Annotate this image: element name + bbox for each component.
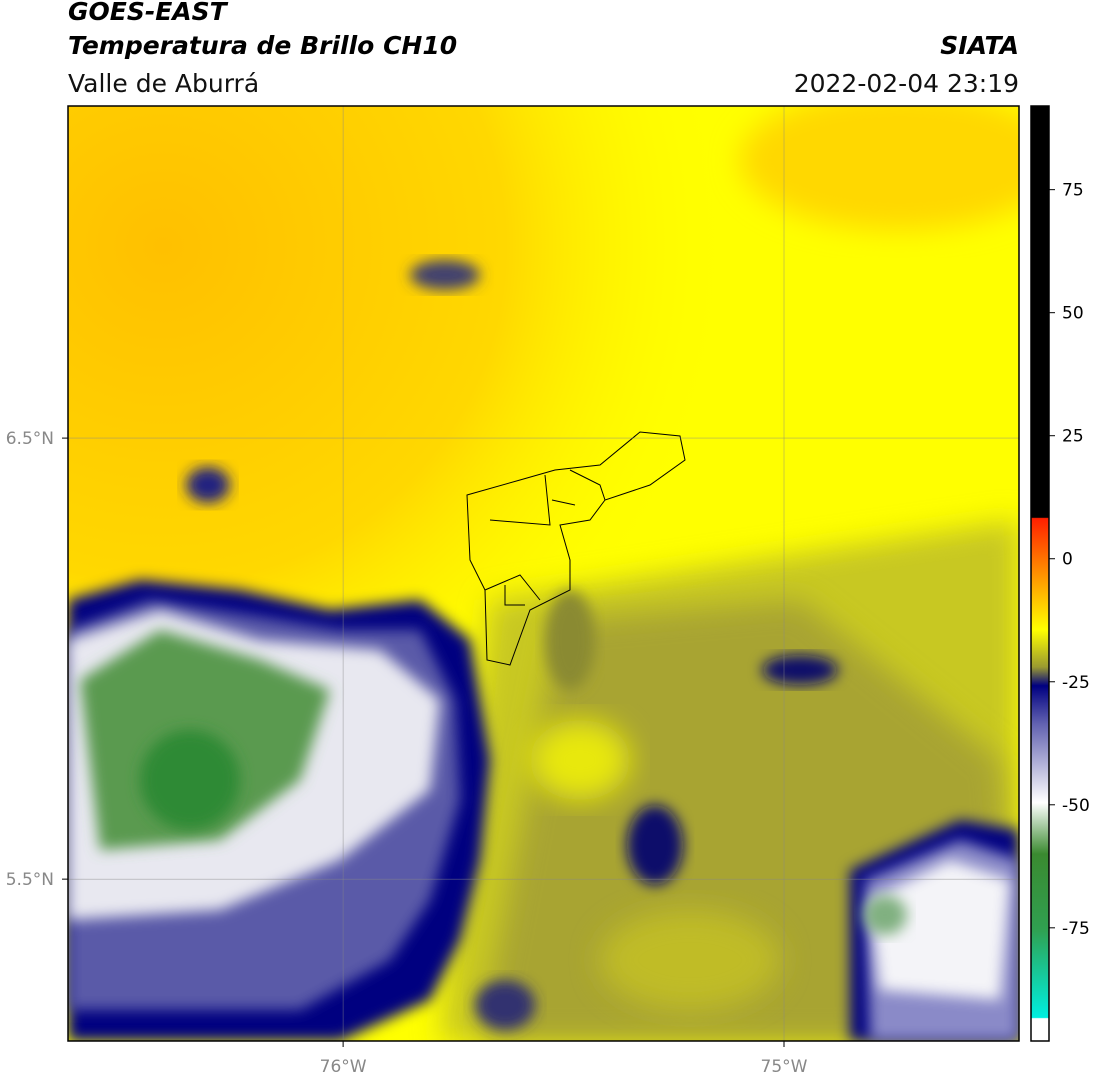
x-tick-label: 76°W [320, 1057, 367, 1077]
colorbar-tick-label: 0 [1062, 550, 1073, 570]
subtitle: Temperatura de Brillo CH10 [68, 31, 457, 60]
colorbar-tick-label: 50 [1062, 304, 1084, 324]
x-tick-label: 75°W [761, 1057, 808, 1077]
colorbar-tick-label: -50 [1062, 796, 1090, 816]
colorbar-tick-label: -25 [1062, 673, 1090, 693]
region: Valle de Aburrá [68, 69, 259, 98]
datetime: 2022-02-04 23:19 [794, 69, 1019, 98]
map-frame [67, 105, 1020, 1042]
colorbar-tick-label: -75 [1062, 919, 1090, 939]
colorbar-tick-label: 25 [1062, 427, 1084, 447]
y-tick-label: 5.5°N [6, 870, 54, 890]
satellite-field [68, 106, 1019, 1041]
title: GOES-EAST [68, 0, 229, 26]
graticule [68, 106, 1019, 1041]
colorbar-tick-label: 75 [1062, 181, 1084, 201]
source: SIATA [940, 31, 1019, 60]
colorbar [1030, 105, 1050, 1042]
y-tick-label: 6.5°N [6, 429, 54, 449]
